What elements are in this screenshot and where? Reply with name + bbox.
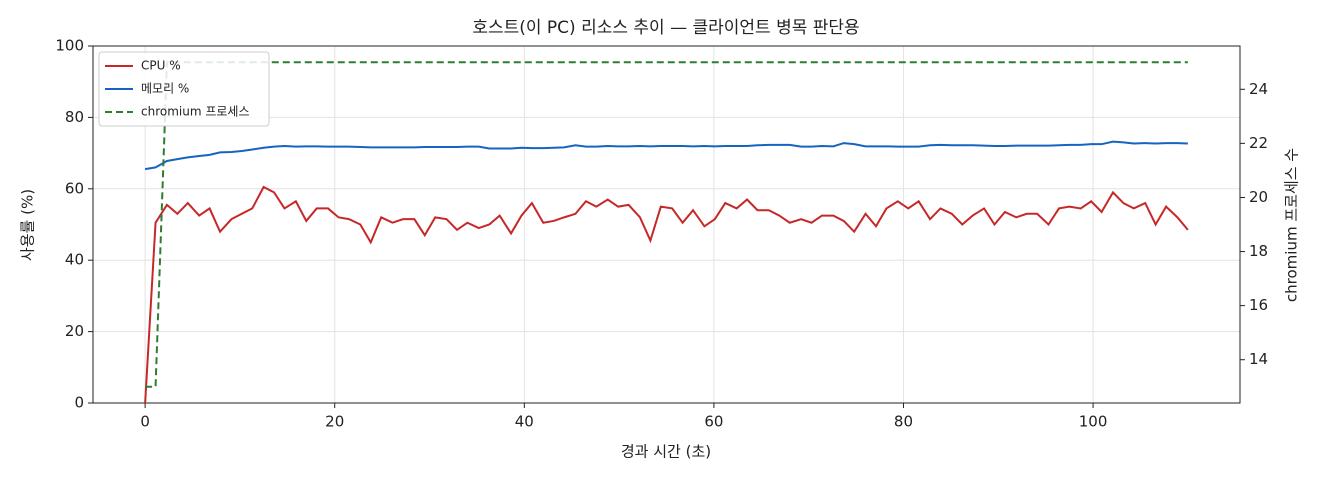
x-tick-label: 80 xyxy=(894,413,913,431)
y2-axis-label: chromium 프로세스 수 xyxy=(1283,148,1301,302)
y-tick-label: 0 xyxy=(74,394,84,412)
legend-label: chromium 프로세스 xyxy=(141,105,250,119)
y2-tick-label: 20 xyxy=(1249,188,1268,206)
x-tick-label: 40 xyxy=(515,413,534,431)
x-axis-label: 경과 시간 (초) xyxy=(621,443,711,461)
y-tick-label: 20 xyxy=(65,322,84,340)
chart-title: 호스트(이 PC) 리소스 추이 — 클라이언트 병목 판단용 xyxy=(472,18,859,38)
y2-tick-label: 14 xyxy=(1249,350,1268,368)
x-tick-label: 60 xyxy=(704,413,723,431)
legend-label: 메모리 % xyxy=(141,82,189,96)
x-tick-label: 20 xyxy=(325,413,344,431)
y-axis-label: 사용률 (%) xyxy=(19,189,37,261)
y-tick-label: 80 xyxy=(65,108,84,126)
plot-frame xyxy=(92,45,1241,404)
y2-tick-label: 18 xyxy=(1249,242,1268,260)
line-series xyxy=(144,185,1189,404)
y-tick-label: 60 xyxy=(65,179,84,197)
x-tick-label: 0 xyxy=(140,413,150,431)
line-series xyxy=(144,140,1188,171)
x-tick-label: 100 xyxy=(1079,413,1108,431)
y2-tick-label: 16 xyxy=(1249,296,1268,314)
legend-box xyxy=(98,51,270,127)
y-tick-label: 100 xyxy=(55,37,84,55)
y2-tick-label: 24 xyxy=(1249,80,1268,98)
y-tick-label: 40 xyxy=(65,251,84,269)
line-series xyxy=(145,61,1188,388)
y2-tick-label: 22 xyxy=(1249,134,1268,152)
legend-label: CPU % xyxy=(141,59,181,73)
